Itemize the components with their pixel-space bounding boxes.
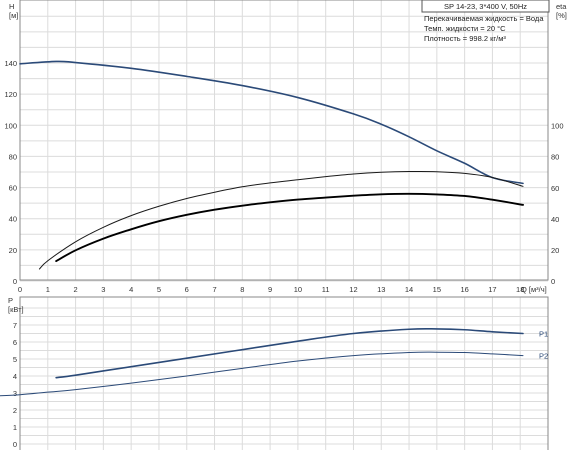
- x-tick-label: 17: [488, 285, 496, 294]
- x-tick-label: 7: [212, 285, 216, 294]
- y-tick-label-left: 60: [9, 184, 17, 193]
- x-tick-label: 9: [268, 285, 272, 294]
- y-tick-label-left: 80: [9, 152, 17, 161]
- y-tick-label-power: 4: [13, 372, 17, 381]
- y-axis-label-right: eta [%]: [556, 2, 567, 20]
- y-tick-label-power: 7: [13, 321, 17, 330]
- y-tick-label-right: 60: [551, 184, 559, 193]
- annotation-line: Перекачиваемая жидкость = Вода: [424, 14, 544, 23]
- power-curve-p1: [55, 327, 524, 379]
- x-axis-label: Q [м³/ч]: [521, 285, 547, 294]
- x-tick-label: 16: [460, 285, 468, 294]
- x-tick-label: 12: [349, 285, 357, 294]
- y-tick-label-left: 100: [4, 121, 17, 130]
- efficiency-pump-curve: [55, 192, 524, 263]
- y-tick-label-right: 40: [551, 215, 559, 224]
- annotation-line: Плотность = 998.2 кг/м³: [424, 34, 506, 43]
- y-tick-label-power: 1: [13, 423, 17, 432]
- y-tick-label-right: 100: [551, 122, 564, 131]
- x-tick-label: 11: [322, 285, 330, 294]
- x-tick-label: 13: [377, 285, 385, 294]
- efficiency-total-curve: [38, 170, 524, 270]
- y-tick-label-power: 0: [13, 440, 17, 449]
- y-tick-label-power: 3: [13, 389, 17, 398]
- x-tick-label: 10: [294, 285, 302, 294]
- y-tick-label-right: 80: [551, 153, 559, 162]
- y-tick-label-power: 2: [13, 406, 17, 415]
- y-tick-label-left: 120: [4, 90, 17, 99]
- x-tick-label: 18: [516, 285, 524, 294]
- y-axis-label-left: H [м]: [9, 2, 18, 20]
- model-title-box: [421, 0, 550, 13]
- x-tick-label: 6: [185, 285, 189, 294]
- series-label-p1: P1: [539, 330, 548, 339]
- plot-frame-top: [19, 0, 549, 281]
- x-tick-label: 14: [405, 285, 413, 294]
- annotation-line: Темп. жидкости = 20 °C: [424, 24, 506, 33]
- x-tick-label: 8: [240, 285, 244, 294]
- x-tick-label: 15: [433, 285, 441, 294]
- y-axis-label-power: P [кВт]: [8, 296, 24, 314]
- model-title: SP 14-23, 3*400 V, 50Hz: [444, 2, 527, 11]
- x-tick-label: 2: [73, 285, 77, 294]
- power-curve-p2: [0, 351, 524, 397]
- y-tick-label-power: 5: [13, 355, 17, 364]
- plot-frame-bottom: [19, 296, 549, 450]
- x-tick-label: 3: [101, 285, 105, 294]
- y-tick-label-left: 40: [9, 215, 17, 224]
- y-tick-label-right: 0: [551, 277, 555, 286]
- x-tick-label: 5: [157, 285, 161, 294]
- x-tick-label: 0: [18, 285, 22, 294]
- series-label-p2: P2: [539, 352, 548, 361]
- y-tick-label-left: 140: [4, 59, 17, 68]
- x-tick-label: 4: [129, 285, 133, 294]
- y-tick-label-right: 20: [551, 246, 559, 255]
- x-tick-label: 1: [46, 285, 50, 294]
- y-tick-label-left: 20: [9, 246, 17, 255]
- y-tick-label-power: 6: [13, 338, 17, 347]
- head-curve: [19, 60, 524, 185]
- y-tick-label-left: 0: [13, 277, 17, 286]
